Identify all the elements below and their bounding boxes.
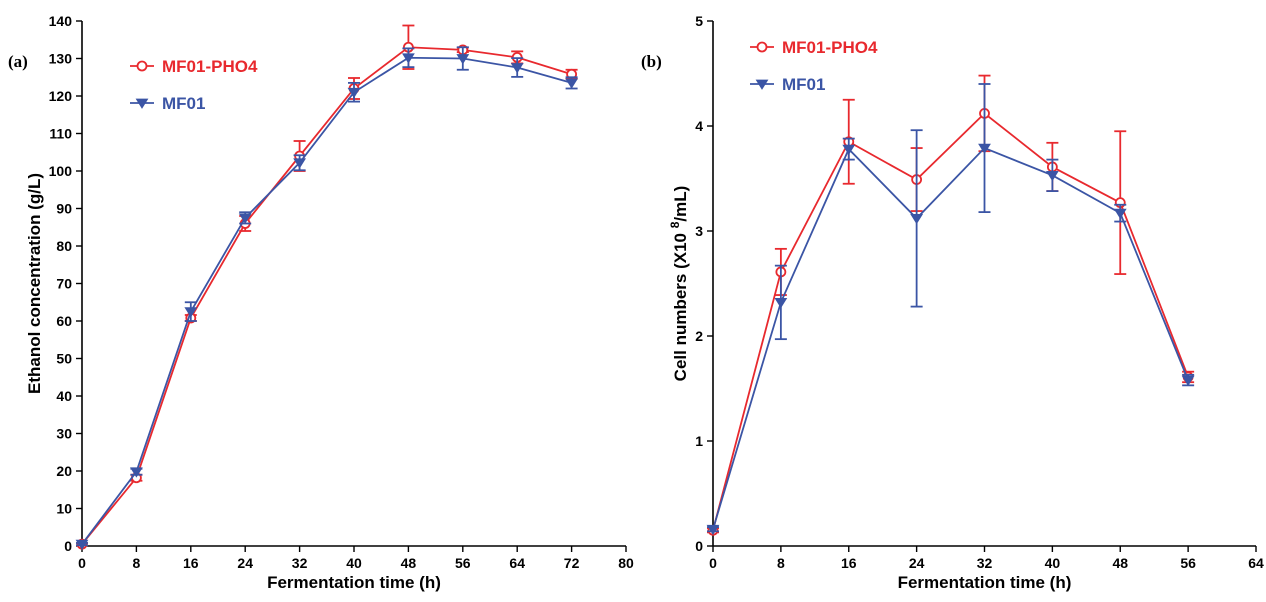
- chart-0-y-tick-label: 70: [56, 276, 72, 292]
- chart-1-y-tick-label: 1: [695, 433, 703, 449]
- chart-0-x-tick-label: 0: [78, 555, 86, 571]
- chart-1-x-tick-label: 8: [777, 555, 785, 571]
- chart-1-x-axis-title: Fermentation time (h): [898, 573, 1072, 592]
- chart-0-legend-marker: [136, 60, 148, 72]
- chart-1-legend-label: MF01: [782, 75, 825, 94]
- chart-0-series-1-line: [81, 56, 572, 545]
- chart-0-x-tick-label: 24: [237, 555, 253, 571]
- chart-1-x-tick-label: 64: [1248, 555, 1264, 571]
- chart-0-x-tick-label: 32: [292, 555, 308, 571]
- chart-1-series-1-point: [1181, 375, 1195, 386]
- chart-1-x-tick-label: 32: [977, 555, 993, 571]
- chart-0-series-1-point: [129, 467, 143, 478]
- chart-1-x-tick-label: 16: [841, 555, 857, 571]
- chart-1-series-1-point: [774, 298, 788, 309]
- chart-1-x-tick-label: 24: [909, 555, 925, 571]
- chart-0-legend-label: MF01-PHO4: [162, 57, 258, 76]
- chart-1-series-1-point: [1113, 208, 1127, 220]
- chart-0-y-axis-title-main: Ethanol concentration (g/L): [25, 173, 44, 394]
- chart-0-series-1-point: [184, 307, 198, 318]
- chart-1-y-axis-title-main: Cell numbers (X10: [671, 228, 690, 381]
- chart-1-y-tick-label: 5: [695, 13, 703, 29]
- chart-0-x-tick-label: 40: [346, 555, 362, 571]
- chart-0-y-axis-title: Ethanol concentration (g/L): [25, 173, 44, 394]
- chart-1-x-tick-label: 0: [709, 555, 717, 571]
- chart-1-x-tick-label: 40: [1045, 555, 1061, 571]
- chart-0-series-1-point: [75, 539, 89, 551]
- chart-0-series-1-point: [456, 54, 470, 65]
- chart-0-series-1-point: [565, 78, 579, 89]
- chart-0-x-tick-label: 48: [401, 555, 417, 571]
- chart-0-legend-marker: [135, 98, 149, 109]
- chart-1-legend-item-0: MF01-PHO4: [750, 38, 878, 57]
- chart-0-series-0: [76, 24, 578, 550]
- chart-1-y-tick-label: 3: [695, 223, 703, 239]
- chart-1-legend-label: MF01-PHO4: [782, 38, 878, 57]
- chart-1-series-1-point: [978, 143, 991, 154]
- chart-0-series-1-point: [510, 63, 524, 74]
- chart-1-y-axis-title-sup: 8: [668, 221, 682, 228]
- chart-1-panel-label: (b): [641, 52, 662, 71]
- chart-1-legend-marker: [755, 79, 769, 90]
- chart-0-x-tick-label: 8: [133, 555, 141, 571]
- chart-0-legend-item-1: MF01: [130, 94, 205, 113]
- chart-1-x-tick-label: 48: [1112, 555, 1128, 571]
- chart-0-x-axis-title: Fermentation time (h): [267, 573, 441, 592]
- chart-0-y-tick-label: 0: [64, 538, 72, 554]
- chart-0-y-tick-label: 130: [49, 51, 73, 67]
- chart-0-series-1-point: [293, 158, 307, 169]
- chart-0-y-tick-label: 60: [56, 313, 72, 329]
- chart-0-x-tick-label: 64: [509, 555, 525, 571]
- chart-1-y-tick-label: 4: [695, 118, 703, 134]
- chart-0-y-tick-label: 140: [49, 13, 73, 29]
- chart-0-y-tick-label: 110: [49, 126, 72, 142]
- chart-0-y-tick-label: 30: [56, 426, 72, 442]
- chart-0-series-1-point: [238, 213, 252, 224]
- chart-1-y-tick-label: 0: [695, 538, 703, 554]
- chart-1-series-1-point: [706, 524, 720, 536]
- chart-1-series-1-point: [1045, 171, 1059, 182]
- chart-0-y-tick-label: 10: [56, 501, 72, 517]
- chart-1-x-tick-label: 56: [1180, 555, 1196, 571]
- chart-1-series-1-point: [910, 214, 924, 225]
- chart-1-series-0-line: [712, 112, 1189, 531]
- chart-0-series-0-line: [81, 46, 572, 545]
- chart-0-x-tick-label: 72: [564, 555, 580, 571]
- chart-0-y-tick-label: 50: [56, 351, 72, 367]
- chart-panel-a: 0 10 20 30 40 50 60 70 80 90 100 110 120 130 140 0 8 16 24…: [8, 13, 634, 592]
- chart-0-y-tick-label: 90: [56, 201, 72, 217]
- chart-0-series-1: [75, 46, 579, 551]
- chart-1-series-1-point: [842, 144, 856, 155]
- chart-1-series-1: [706, 83, 1195, 536]
- chart-1-y-axis-title: Cell numbers (X10 8/mL): [668, 186, 690, 382]
- chart-0-y-tick-label: 80: [56, 238, 72, 254]
- chart-0-legend-label: MF01: [162, 94, 205, 113]
- chart-0-panel-label: (a): [8, 52, 28, 71]
- chart-0-x-tick-label: 16: [183, 555, 199, 571]
- chart-0-y-tick-label: 40: [56, 388, 72, 404]
- chart-1-y-tick-label: 2: [695, 328, 703, 344]
- chart-1-y-axis-title-tail: /mL): [671, 186, 690, 222]
- chart-1-legend-marker: [756, 41, 768, 53]
- chart-0-legend-item-0: MF01-PHO4: [130, 57, 258, 76]
- chart-0-series-1-point: [401, 53, 415, 64]
- chart-0-x-tick-label: 80: [618, 555, 634, 571]
- chart-0-y-tick-label: 100: [49, 163, 73, 179]
- chart-1-legend-item-1: MF01: [750, 75, 825, 94]
- chart-0-y-tick-label: 120: [49, 88, 73, 104]
- chart-0-series-1-point: [347, 87, 361, 99]
- chart-panel-b: 0 1 2 3 4 5 0 8 16 24 32 40 48 56 64 Fermentation time …: [641, 13, 1264, 592]
- chart-1-series-1-line: [712, 146, 1189, 530]
- chart-0-y-tick-label: 20: [56, 463, 72, 479]
- chart-0-x-tick-label: 56: [455, 555, 471, 571]
